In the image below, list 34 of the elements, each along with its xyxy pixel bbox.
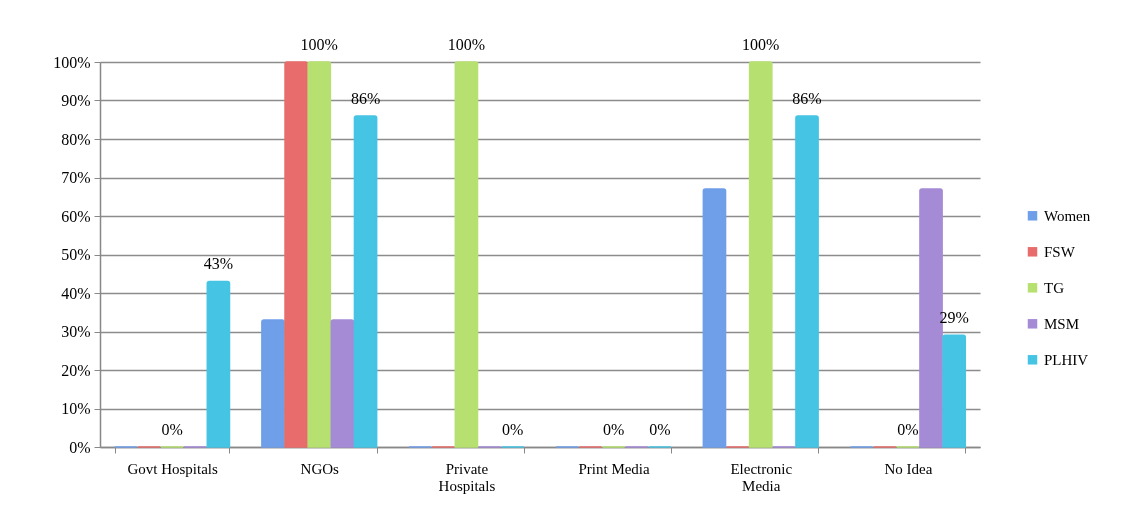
legend-label: FSW: [1044, 243, 1076, 260]
data-label: 0%: [649, 421, 671, 438]
data-label: 0%: [502, 421, 524, 438]
data-label: 43%: [203, 255, 234, 273]
data-label: 0%: [602, 421, 625, 438]
y-tick-label: 90%: [61, 92, 91, 109]
data-label: 86%: [792, 89, 822, 107]
y-tick-label: 50%: [61, 246, 91, 263]
data-label: 100%: [742, 36, 780, 53]
legend-label: MSM: [1044, 315, 1080, 332]
legend-label: PLHIV: [1044, 351, 1089, 368]
y-tick-label: 80%: [61, 130, 91, 148]
data-label: 86%: [350, 89, 381, 107]
x-tick-label: Govt Hospitals: [127, 460, 218, 477]
data-label: 0%: [161, 421, 183, 438]
y-tick-label: 30%: [61, 323, 91, 340]
y-tick-label: 10%: [61, 400, 91, 417]
x-tick-label: No Idea: [884, 460, 933, 477]
y-tick-label: 40%: [61, 284, 91, 302]
y-tick-label: 60%: [61, 207, 91, 225]
data-label: 29%: [939, 309, 969, 327]
legend-label: Women: [1044, 207, 1091, 224]
x-tick-label: Electronic Media: [730, 460, 793, 494]
y-tick-label: 100%: [53, 53, 91, 71]
x-tick-label: NGOs: [300, 460, 340, 477]
data-label: 100%: [447, 36, 486, 53]
data-label: 0%: [897, 421, 919, 438]
legend-label: TG: [1044, 279, 1065, 296]
x-tick-label: Print Media: [578, 460, 651, 477]
y-tick-label: 0%: [69, 438, 91, 456]
data-label: 100%: [300, 36, 338, 53]
y-tick-label: 70%: [61, 169, 91, 186]
y-tick-label: 20%: [61, 361, 91, 379]
x-tick-label: Private Hospitals: [438, 460, 496, 494]
